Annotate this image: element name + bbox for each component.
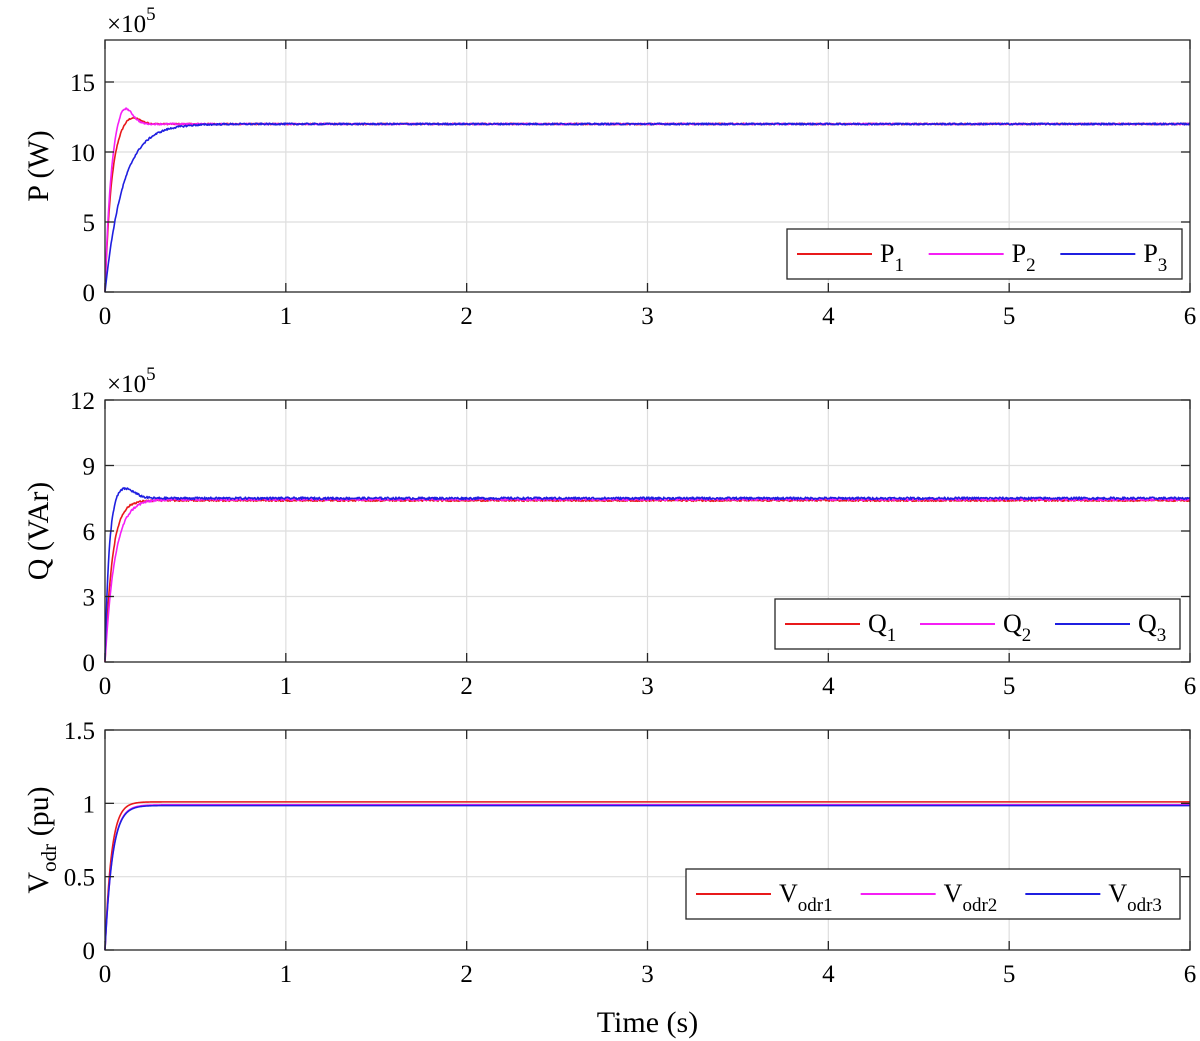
x-tick-label: 4 xyxy=(822,303,835,330)
axis-multiplier: ×105 xyxy=(107,364,156,398)
x-tick-label: 5 xyxy=(1003,961,1016,988)
x-tick-label: 5 xyxy=(1003,303,1016,330)
x-tick-label: 0 xyxy=(99,303,112,330)
x-axis-label: Time (s) xyxy=(597,1006,698,1039)
x-tick-label: 3 xyxy=(641,961,654,988)
x-tick-label: 2 xyxy=(460,303,473,330)
x-tick-label: 4 xyxy=(822,673,835,700)
y-axis-label: Vodr (pu) xyxy=(22,786,61,893)
series-line-vodr1 xyxy=(104,801,1191,951)
x-tick-label: 5 xyxy=(1003,673,1016,700)
y-tick-label: 5 xyxy=(83,210,96,237)
y-tick-label: 12 xyxy=(70,388,95,415)
x-tick-label: 1 xyxy=(280,303,293,330)
x-tick-label: 1 xyxy=(280,673,293,700)
y-axis-label: Q (VAr) xyxy=(22,482,55,581)
x-tick-label: 3 xyxy=(641,303,654,330)
y-tick-label: 0 xyxy=(83,650,96,677)
y-tick-label: 0 xyxy=(83,938,96,965)
y-tick-label: 6 xyxy=(83,519,96,546)
axis-multiplier: ×105 xyxy=(107,4,156,38)
series-line-q3 xyxy=(104,486,1191,660)
legend: P1 P2 P3 xyxy=(786,228,1183,280)
y-tick-label: 0.5 xyxy=(64,865,95,892)
x-tick-label: 0 xyxy=(99,961,112,988)
series-line-vodr3 xyxy=(104,804,1191,951)
x-tick-label: 0 xyxy=(99,673,112,700)
x-tick-label: 4 xyxy=(822,961,835,988)
y-tick-label: 0 xyxy=(83,280,96,307)
x-tick-label: 2 xyxy=(460,961,473,988)
y-tick-label: 1.5 xyxy=(64,718,95,745)
y-axis-label: P (W) xyxy=(22,130,55,201)
x-tick-label: 1 xyxy=(280,961,293,988)
legend: Q1 Q2 Q3 xyxy=(774,598,1181,650)
y-tick-label: 1 xyxy=(83,791,96,818)
x-tick-label: 3 xyxy=(641,673,654,700)
chart-panel-3: 0 1 2 3 4 5 6 0 0.5 1 1.5 Vodr (pu) Time (s) Vodr1 Vod… xyxy=(22,718,1196,1039)
y-tick-label: 15 xyxy=(70,70,95,97)
y-tick-label: 3 xyxy=(83,585,96,612)
y-tick-label: 9 xyxy=(83,454,96,481)
legend: Vodr1 Vodr2 Vodr3 xyxy=(685,868,1181,920)
x-tick-label: 2 xyxy=(460,673,473,700)
x-tick-label: 6 xyxy=(1184,303,1197,330)
series-line-p3 xyxy=(104,122,1191,293)
chart-panel-1: 0 1 2 3 4 5 6 0 5 10 15 ×105 P (W) P1 P2 P3 xyxy=(22,4,1196,330)
x-tick-label: 6 xyxy=(1184,673,1197,700)
y-tick-label: 10 xyxy=(70,140,95,167)
x-tick-label: 6 xyxy=(1184,961,1197,988)
